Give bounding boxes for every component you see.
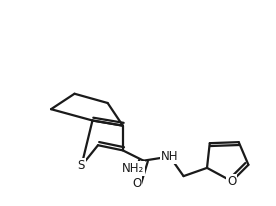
Text: O: O <box>227 175 237 188</box>
Text: O: O <box>132 177 141 190</box>
Text: NH₂: NH₂ <box>121 162 144 176</box>
Text: S: S <box>78 159 85 172</box>
Text: NH: NH <box>161 150 179 163</box>
